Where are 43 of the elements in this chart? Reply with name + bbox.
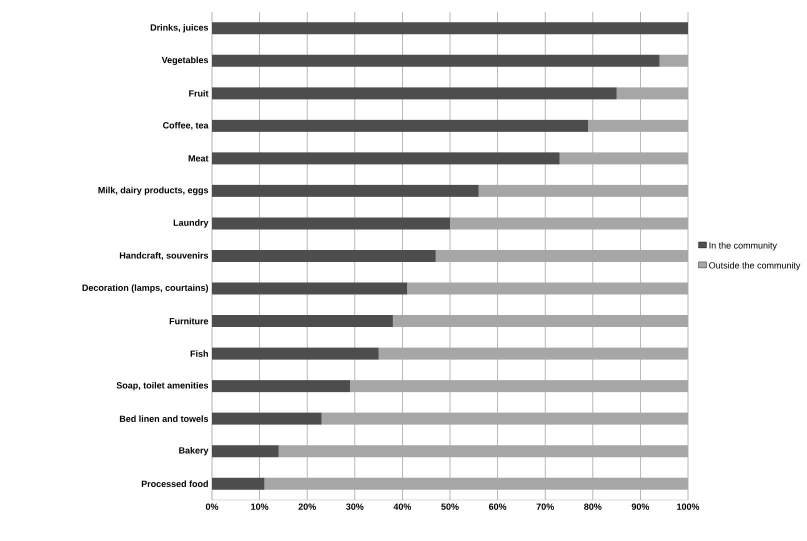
y-tick-label: Processed food: [142, 480, 208, 488]
x-tick-label: 10%: [251, 504, 268, 510]
y-tick-label: Bed linen and towels: [120, 415, 208, 422]
y-tick-label: Vegetables: [162, 56, 208, 65]
y-tick-label: Laundry: [174, 219, 208, 228]
legend-label: Outside the community: [709, 262, 800, 270]
x-tick-label: 90%: [632, 504, 650, 510]
bar: [212, 380, 350, 392]
x-tick-label: 60%: [488, 504, 506, 510]
y-tick-label: Soap, toilet amenities: [116, 382, 208, 390]
bar: [212, 120, 588, 132]
y-tick-label: Meat: [188, 155, 208, 162]
x-tick-label: 0%: [206, 504, 218, 510]
x-tick-label: 30%: [346, 504, 364, 510]
bar: [212, 54, 660, 67]
bar: [212, 152, 560, 164]
x-tick-label: 40%: [394, 504, 412, 510]
bar: [212, 315, 393, 328]
legend-label: In the community: [710, 242, 777, 250]
y-tick-label: Drinks, juices: [150, 24, 208, 32]
y-tick-label: Fish: [190, 350, 208, 357]
bar: [212, 87, 617, 100]
bar: [212, 217, 450, 230]
bar: [212, 184, 479, 197]
y-tick-label: Milk, dairy products, eggs: [98, 186, 208, 196]
y-tick-label: Decoration (lamps, courtains): [82, 284, 208, 293]
bar: [212, 22, 688, 34]
y-tick-label: Handcraft, souvenirs: [120, 252, 208, 260]
x-tick-label: 70%: [536, 504, 554, 510]
y-tick-label: Bakery: [179, 447, 208, 456]
x-tick-label: 100%: [677, 504, 700, 510]
x-tick-label: 20%: [298, 504, 316, 510]
y-tick-label: Furniture: [170, 318, 208, 324]
bar: [212, 478, 264, 490]
y-tick-label: Coffee, tea: [163, 122, 209, 130]
x-tick-label: 80%: [584, 504, 602, 510]
bar: [212, 348, 379, 360]
x-tick-label: 50%: [441, 504, 459, 510]
y-tick-label: Fruit: [189, 90, 208, 97]
bar: [212, 282, 408, 295]
bar: [212, 412, 322, 425]
bar: [212, 445, 279, 458]
bar: [212, 250, 436, 262]
